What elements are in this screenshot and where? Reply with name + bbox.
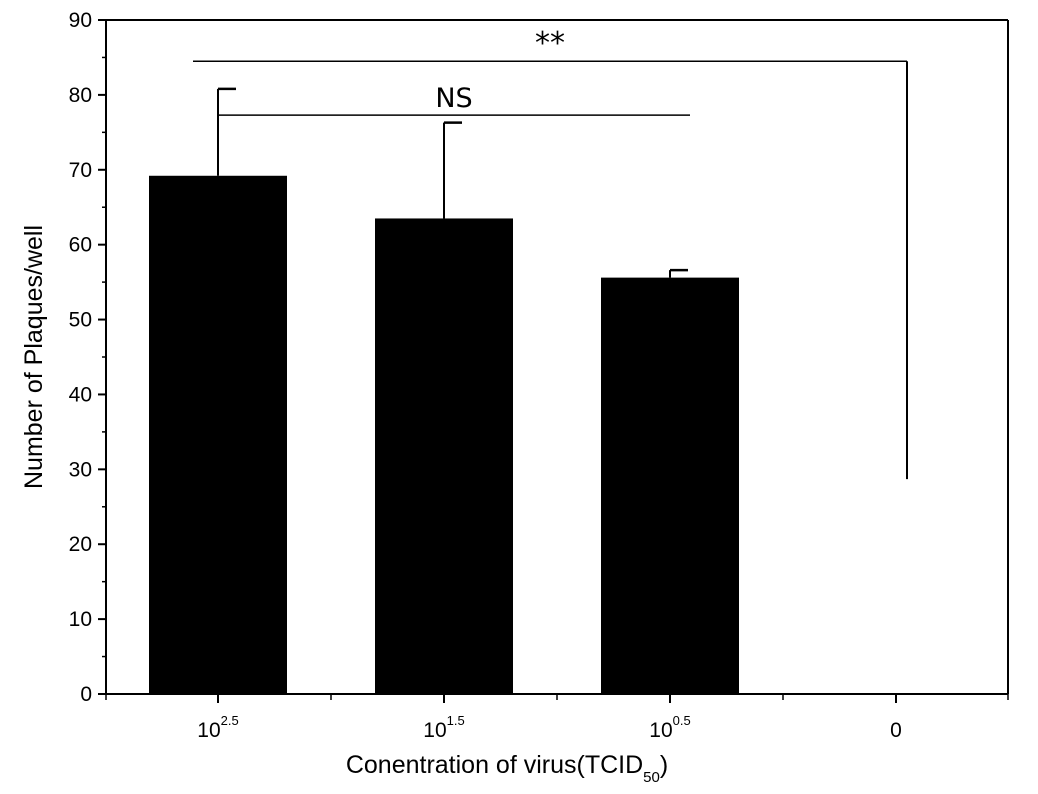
y-tick-label-30: 30: [69, 458, 92, 481]
x-axis-title-subscript: 50: [643, 769, 660, 786]
x-tick-label-1: 102.5: [197, 713, 238, 742]
bar-1: [149, 175, 287, 694]
y-tick-label-70: 70: [69, 159, 92, 182]
bars-layer: [149, 175, 739, 694]
sig-label-1: NS: [435, 83, 472, 114]
bar-3: [601, 277, 739, 694]
x-tick-label-exponent: 1.5: [447, 713, 465, 728]
x-axis-title-main: Conentration of virus(TCID: [346, 751, 643, 779]
y-tick-label-60: 60: [69, 234, 92, 257]
y-axis-title: Number of Plaques/well: [20, 225, 48, 489]
x-tick-label-exponent: 0.5: [673, 713, 691, 728]
y-tick-label-40: 40: [69, 383, 92, 406]
x-tick-label-3: 100.5: [649, 713, 690, 742]
x-tick-label-2: 101.5: [423, 713, 464, 742]
y-tick-label-50: 50: [69, 309, 92, 332]
x-tick-label-4: 0: [890, 719, 902, 742]
significance-layer: NS **: [193, 26, 908, 480]
x-tick-label-base: 0: [890, 719, 902, 742]
y-tick-label-0: 0: [80, 683, 92, 706]
x-tick-label-base: 10: [649, 719, 672, 742]
y-tick-label-20: 20: [69, 533, 92, 556]
bar-2: [375, 218, 513, 694]
y-tick-label-90: 90: [69, 9, 92, 32]
x-axis-title: Conentration of virus(TCID50): [346, 751, 668, 786]
y-tick-label-10: 10: [69, 608, 92, 631]
x-tick-label-base: 10: [423, 719, 446, 742]
sig-label-2: **: [535, 26, 565, 61]
x-tick-label-base: 10: [197, 719, 220, 742]
x-axis-title-close: ): [660, 751, 668, 779]
error-bars-layer: [217, 87, 688, 278]
x-tick-label-exponent: 2.5: [221, 713, 239, 728]
y-tick-label-80: 80: [69, 84, 92, 107]
